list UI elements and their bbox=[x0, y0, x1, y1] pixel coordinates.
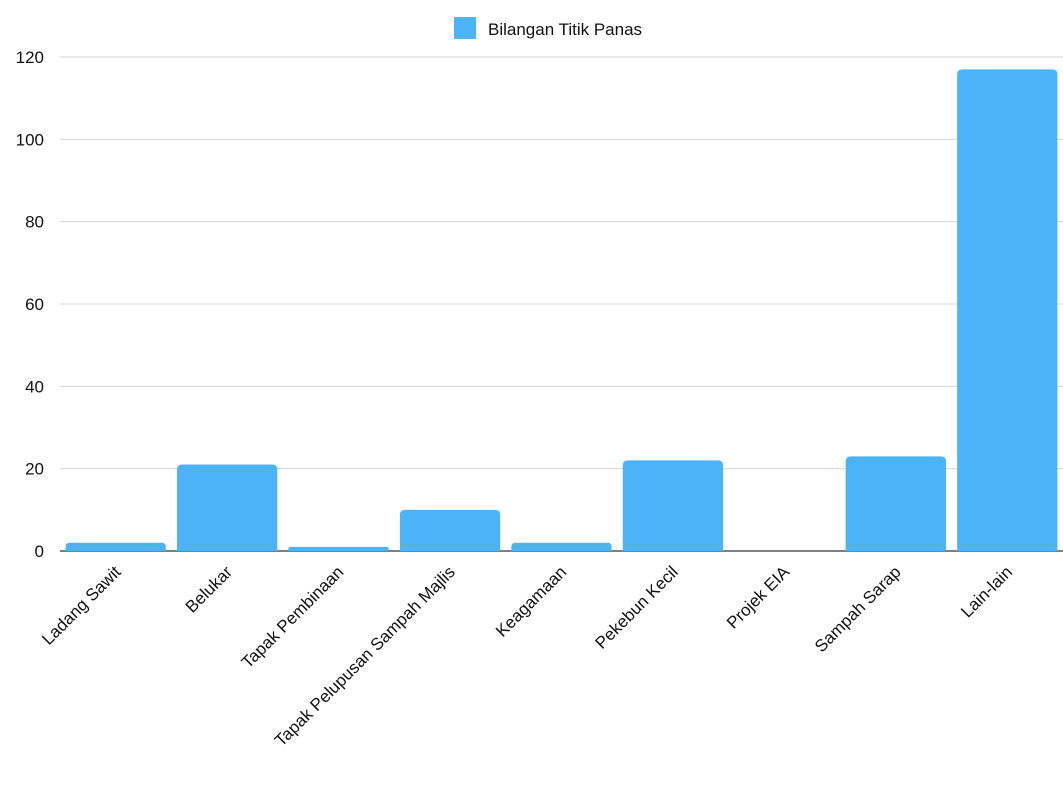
bar bbox=[288, 546, 389, 551]
bar bbox=[845, 456, 946, 551]
bar bbox=[177, 464, 278, 551]
x-tick-label: Ladang Sawit bbox=[38, 562, 124, 648]
x-tick-label: Sampah Sarap bbox=[811, 562, 905, 656]
y-tick-label: 120 bbox=[16, 48, 44, 67]
legend-swatch bbox=[454, 17, 476, 39]
legend-label: Bilangan Titik Panas bbox=[488, 20, 642, 39]
x-tick-label: Projek EIA bbox=[723, 562, 794, 633]
y-tick-label: 40 bbox=[25, 377, 44, 396]
y-tick-label: 80 bbox=[25, 213, 44, 232]
x-tick-label: Belukar bbox=[182, 562, 236, 616]
y-tick-label: 100 bbox=[16, 130, 44, 149]
x-tick-label: Lain-lain bbox=[957, 562, 1016, 621]
x-axis-ticks: Ladang Sawit Belukar Tapak PembinaanTapak … bbox=[38, 562, 1016, 750]
bar bbox=[622, 460, 724, 551]
y-axis-ticks: 0 20 40 60 80 100 120 bbox=[16, 48, 44, 561]
x-tick-label: Keagamaan bbox=[492, 562, 570, 640]
bar bbox=[511, 542, 612, 551]
x-tick-label: Tapak Pembinaan bbox=[238, 562, 348, 672]
bar bbox=[399, 509, 501, 551]
bar bbox=[957, 69, 1058, 551]
y-tick-label: 20 bbox=[25, 460, 44, 479]
y-tick-label: 60 bbox=[25, 295, 44, 314]
x-tick-label: Pekebun Kecil bbox=[591, 562, 681, 652]
legend: Bilangan Titik Panas bbox=[454, 17, 642, 39]
x-tick-label: Tapak Pelupusan Sampah Majlis bbox=[271, 562, 459, 750]
bars bbox=[65, 69, 1058, 551]
bar bbox=[65, 542, 166, 551]
y-tick-label: 0 bbox=[35, 542, 44, 561]
